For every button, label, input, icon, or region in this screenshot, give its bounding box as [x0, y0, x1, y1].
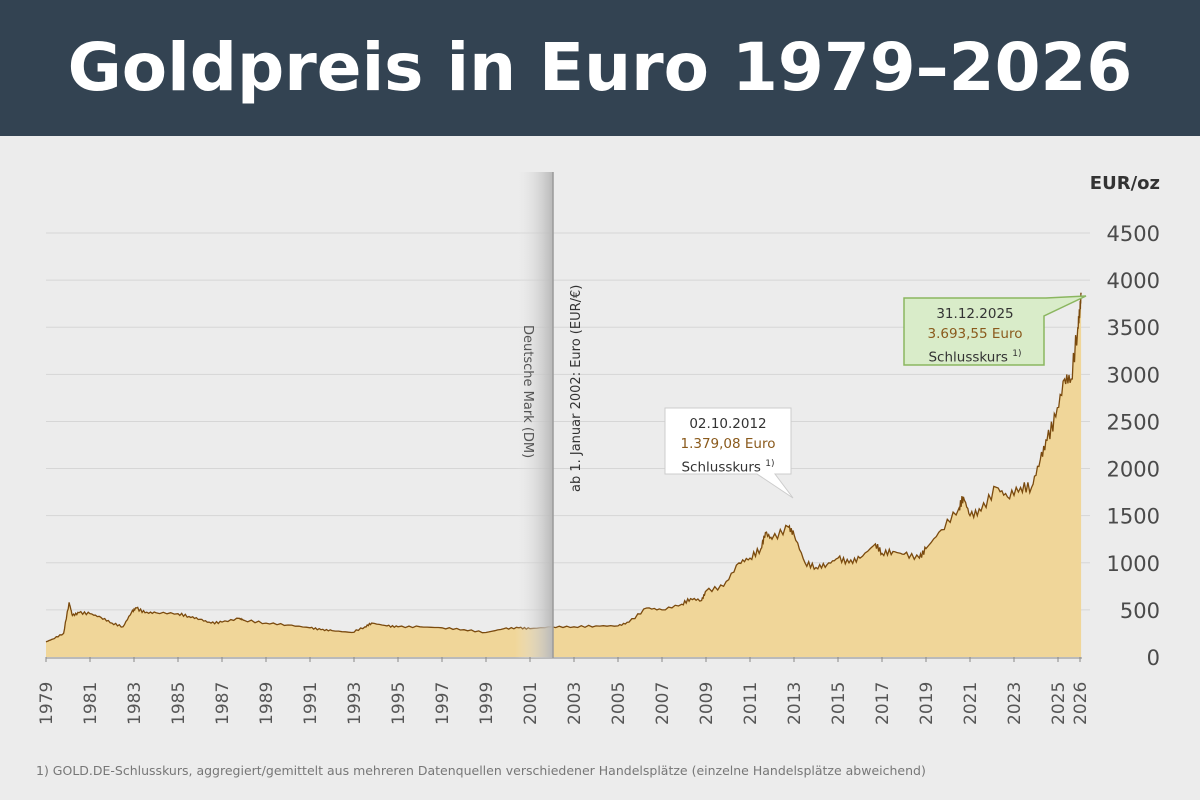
y-tick-label: 3500: [1107, 316, 1160, 340]
callout-2012: [664, 407, 794, 499]
y-axis-unit: EUR/oz: [1090, 173, 1160, 194]
dm-label: Deutsche Mark (DM): [520, 325, 535, 458]
annotation-2025: 31.12.2025 3.693,55 Euro Schlusskurs 1): [904, 304, 1046, 368]
y-tick-label: 3000: [1107, 363, 1160, 387]
x-tick-label: 1997: [433, 682, 453, 725]
annotation-note: 1): [1012, 349, 1022, 359]
price-line: [45, 292, 1082, 643]
y-tick-label: 2000: [1107, 458, 1160, 482]
x-tick-label: 2009: [697, 682, 717, 725]
annotation-date: 02.10.2012: [689, 416, 767, 432]
x-tick-label: 1991: [301, 682, 321, 725]
euro-label: ab 1. Januar 2002: Euro (EUR/€): [569, 285, 584, 492]
x-tick-label: 2011: [741, 682, 761, 725]
x-tick-label: 2026: [1071, 682, 1091, 725]
annotation-value: 3.693,55 Euro: [927, 326, 1023, 342]
annotation-label: Schlusskurs: [681, 459, 761, 476]
y-tick-label: 4500: [1107, 222, 1160, 246]
x-tick-label: 1985: [169, 682, 189, 725]
x-tick-label: 2007: [653, 682, 673, 725]
x-tick-label: 2015: [829, 682, 849, 725]
x-tick-label: 1989: [257, 682, 277, 725]
x-tick-label: 2017: [873, 682, 893, 725]
x-tick-label: 1993: [345, 682, 365, 725]
x-tick-label: 1983: [125, 682, 145, 725]
x-tick-label: 2013: [785, 682, 805, 725]
x-tick-label: 1995: [389, 682, 409, 725]
y-tick-label: 1000: [1107, 552, 1160, 576]
y-tick-label: 2500: [1107, 410, 1160, 434]
x-tick-label: 2023: [1005, 682, 1025, 725]
currency-change-band: [515, 172, 553, 658]
page-title: Goldpreis in Euro 1979–2026: [0, 0, 1200, 136]
y-tick-label: 500: [1120, 599, 1160, 623]
annotation-date: 31.12.2025: [936, 306, 1014, 322]
x-tick-label: 1987: [213, 682, 233, 725]
y-tick-label: 4000: [1107, 269, 1160, 293]
footnote: 1) GOLD.DE-Schlusskurs, aggregiert/gemit…: [36, 763, 926, 778]
x-tick-label: 1981: [81, 682, 101, 725]
x-tick-label: 2001: [521, 682, 541, 725]
annotation-label: Schlusskurs: [928, 349, 1008, 366]
y-tick-label: 1500: [1107, 505, 1160, 529]
x-tick-label: 2019: [917, 682, 937, 725]
annotation-note: 1): [765, 459, 775, 469]
y-tick-label: 0: [1147, 646, 1160, 670]
x-tick-label: 2025: [1049, 682, 1069, 725]
callout-2025: [903, 295, 1087, 366]
x-tick-label: 1999: [477, 682, 497, 725]
x-tick-label: 2003: [565, 682, 585, 725]
annotation-value: 1.379,08 Euro: [680, 436, 776, 452]
annotation-2012: 02.10.2012 1.379,08 Euro Schlusskurs 1): [665, 414, 791, 478]
x-tick-label: 1979: [37, 682, 57, 725]
x-tick-label: 2021: [961, 682, 981, 725]
x-tick-label: 2005: [609, 682, 629, 725]
price-area: [46, 292, 1082, 657]
